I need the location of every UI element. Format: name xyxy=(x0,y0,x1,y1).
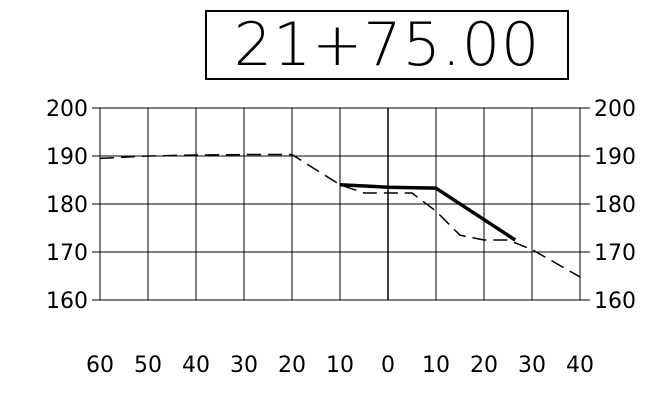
y-tick-label-right: 170 xyxy=(594,241,636,266)
proposed-profile-line xyxy=(339,183,517,242)
y-tick-label-left: 180 xyxy=(46,193,88,218)
x-tick-label: 10 xyxy=(326,353,354,378)
station-label-box: 21+75.00 xyxy=(205,10,569,80)
y-tick-label-left: 200 xyxy=(46,97,88,122)
y-tick-label-right: 160 xyxy=(594,289,636,314)
y-tick-label-right: 200 xyxy=(594,97,636,122)
x-tick-label: 10 xyxy=(422,353,450,378)
grid xyxy=(92,107,590,301)
y-tick-label-left: 190 xyxy=(46,145,88,170)
x-tick-label: 30 xyxy=(518,353,546,378)
x-tick-label: 60 xyxy=(86,353,114,378)
y-tick-label-right: 180 xyxy=(594,193,636,218)
x-tick-label: 40 xyxy=(182,353,210,378)
existing-ground-line xyxy=(99,153,581,278)
y-tick-label-left: 170 xyxy=(46,241,88,266)
x-tick-label: 20 xyxy=(278,353,306,378)
x-tick-label: 30 xyxy=(230,353,258,378)
y-tick-label-left: 160 xyxy=(46,289,88,314)
x-tick-label: 20 xyxy=(470,353,498,378)
x-tick-label: 50 xyxy=(134,353,162,378)
series-layer xyxy=(99,153,581,278)
x-tick-label: 0 xyxy=(381,353,395,378)
station-label: 21+75.00 xyxy=(233,10,541,80)
y-tick-label-right: 190 xyxy=(594,145,636,170)
x-tick-label: 40 xyxy=(566,353,594,378)
